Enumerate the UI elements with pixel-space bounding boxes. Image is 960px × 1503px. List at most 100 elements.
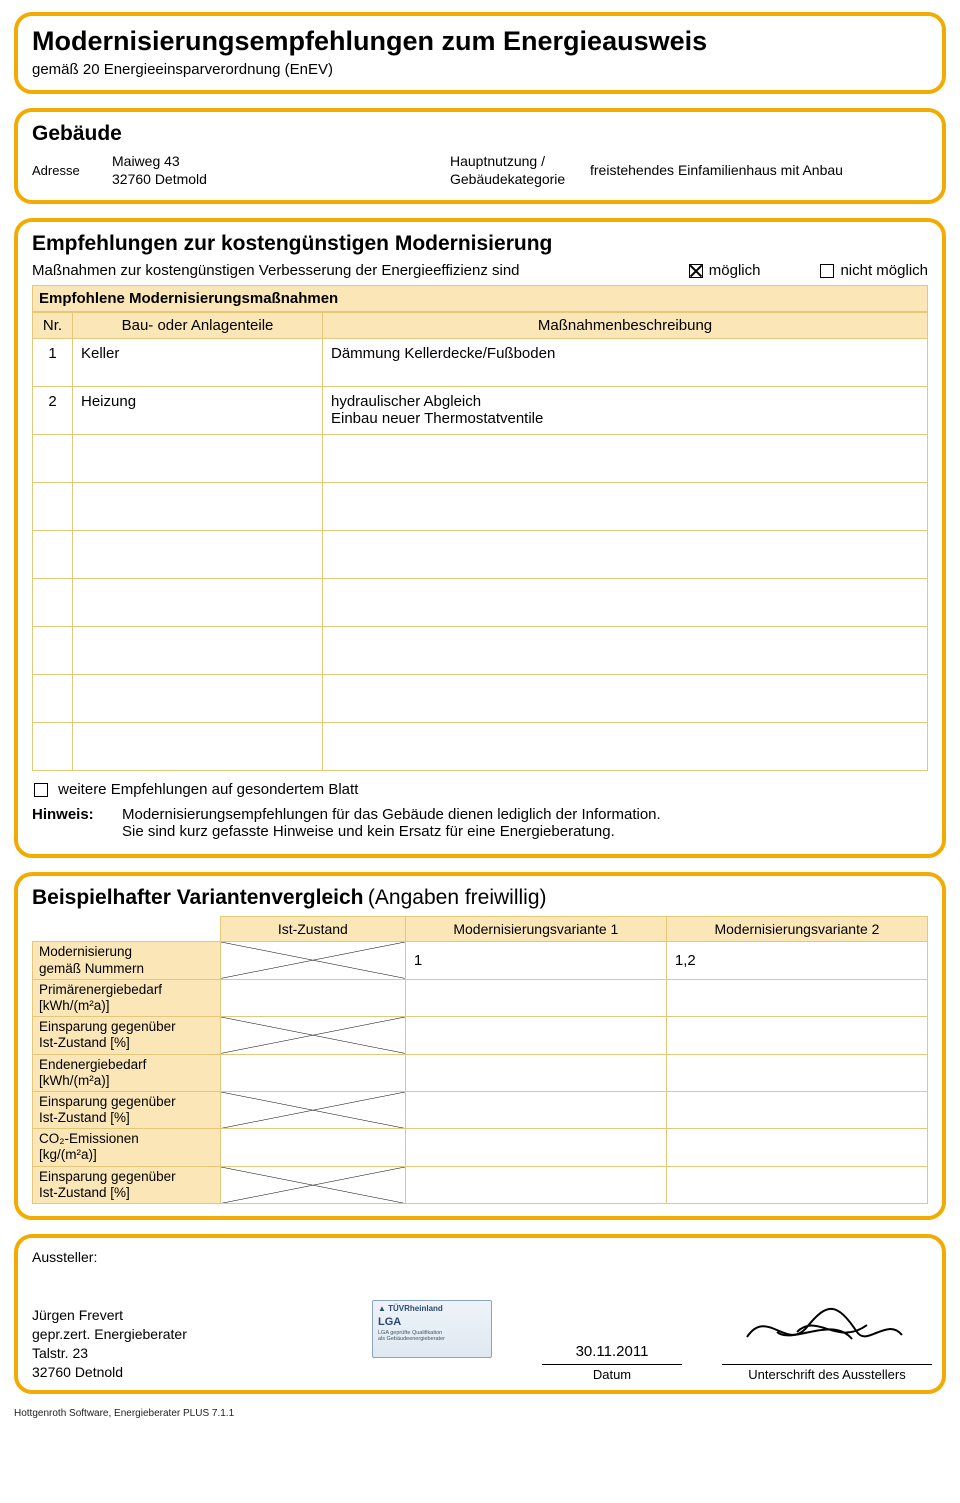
measures-table: Nr. Bau- oder Anlagenteile Maßnahmenbesc… <box>32 312 928 771</box>
table-row: 2Heizunghydraulischer AbgleichEinbau neu… <box>33 387 928 435</box>
cell-nr <box>33 675 73 723</box>
cell-v2 <box>666 1166 927 1203</box>
signature-icon <box>737 1297 917 1357</box>
table-row: Primärenergiebedarf[kWh/(m²a)] <box>33 979 928 1016</box>
cell-ist <box>220 1054 405 1091</box>
cell-v1 <box>405 979 666 1016</box>
checkbox-not-possible[interactable] <box>820 264 834 278</box>
cell-ist <box>220 1129 405 1166</box>
cell-part: Keller <box>73 339 323 387</box>
recommendations-heading: Empfehlungen zur kostengünstigen Moderni… <box>32 232 928 256</box>
recommendations-panel: Empfehlungen zur kostengünstigen Moderni… <box>14 218 946 858</box>
usage-value: freistehendes Einfamilienhaus mit Anbau <box>590 161 928 179</box>
cell-desc <box>323 675 928 723</box>
address-label: Adresse <box>32 163 112 178</box>
cell-nr <box>33 627 73 675</box>
possibility-row: Maßnahmen zur kostengünstigen Verbesseru… <box>32 262 928 279</box>
cell-part <box>73 531 323 579</box>
cell-ist <box>220 979 405 1016</box>
date-label: Datum <box>542 1364 682 1382</box>
issuer-panel: Aussteller: Jürgen Frevert gepr.zert. En… <box>14 1234 946 1394</box>
cell-desc: hydraulischer AbgleichEinbau neuer Therm… <box>323 387 928 435</box>
col-part: Bau- oder Anlagenteile <box>73 313 323 339</box>
cell-v1 <box>405 1054 666 1091</box>
footer-text: Hottgenroth Software, Energieberater PLU… <box>14 1408 946 1419</box>
date-block: 30.11.2011 Datum <box>542 1343 682 1382</box>
checkbox-possible[interactable] <box>689 264 703 278</box>
table-row: 1KellerDämmung Kellerdecke/Fußboden <box>33 339 928 387</box>
table-row: Einsparung gegenüberIst-Zustand [%] <box>33 1166 928 1203</box>
cell-nr <box>33 483 73 531</box>
signature-block: Unterschrift des Ausstellers <box>722 1297 932 1382</box>
hint-row: Hinweis: Modernisierungsempfehlungen für… <box>32 806 928 840</box>
cell-nr <box>33 531 73 579</box>
table-row: Modernisierunggemäß Nummern 11,2 <box>33 942 928 979</box>
cell-v2 <box>666 1091 927 1128</box>
table-row: CO₂-Emissionen[kg/(m²a)] <box>33 1129 928 1166</box>
col-v1: Modernisierungsvariante 1 <box>405 917 666 942</box>
cell-v2: 1,2 <box>666 942 927 979</box>
col-desc: Maßnahmenbeschreibung <box>323 313 928 339</box>
cell-desc <box>323 435 928 483</box>
measures-subheading: Empfohlene Modernisierungsmaßnahmen <box>32 285 928 312</box>
hint-label: Hinweis: <box>32 806 122 840</box>
cell-ist <box>220 1091 405 1128</box>
cell-part <box>73 723 323 771</box>
cell-part <box>73 627 323 675</box>
cell-v2 <box>666 979 927 1016</box>
cell-v1 <box>405 1129 666 1166</box>
variant-row-label: Einsparung gegenüberIst-Zustand [%] <box>33 1017 221 1054</box>
checkbox-further[interactable] <box>34 783 48 797</box>
table-row: Einsparung gegenüberIst-Zustand [%] <box>33 1017 928 1054</box>
cell-ist <box>220 1166 405 1203</box>
table-row <box>33 579 928 627</box>
cell-v1: 1 <box>405 942 666 979</box>
building-panel: Gebäude Adresse Maiweg 43 32760 Detmold … <box>14 108 946 204</box>
issuer-details: Jürgen Frevert gepr.zert. Energieberater… <box>32 1306 332 1382</box>
cell-v2 <box>666 1017 927 1054</box>
building-heading: Gebäude <box>32 122 928 146</box>
cell-nr <box>33 435 73 483</box>
variant-row-label: Einsparung gegenüberIst-Zustand [%] <box>33 1166 221 1203</box>
cell-part: Heizung <box>73 387 323 435</box>
cell-nr: 1 <box>33 339 73 387</box>
stamp: ▲ TÜVRheinland LGA LGA geprüfte Qualifik… <box>372 1300 502 1358</box>
cell-v1 <box>405 1017 666 1054</box>
cell-part <box>73 435 323 483</box>
variants-panel: Beispielhafter Variantenvergleich (Angab… <box>14 872 946 1220</box>
cell-v1 <box>405 1091 666 1128</box>
usage-label: Hauptnutzung / Gebäudekategorie <box>450 152 590 188</box>
cell-part <box>73 483 323 531</box>
page-title: Modernisierungsempfehlungen zum Energiea… <box>32 26 928 57</box>
header-panel: Modernisierungsempfehlungen zum Energiea… <box>14 12 946 94</box>
cell-part <box>73 675 323 723</box>
table-row <box>33 531 928 579</box>
cell-desc <box>323 627 928 675</box>
cell-v2 <box>666 1054 927 1091</box>
table-row <box>33 627 928 675</box>
table-row: Einsparung gegenüberIst-Zustand [%] <box>33 1091 928 1128</box>
variant-row-label: CO₂-Emissionen[kg/(m²a)] <box>33 1129 221 1166</box>
cell-desc: Dämmung Kellerdecke/Fußboden <box>323 339 928 387</box>
table-row <box>33 675 928 723</box>
signature-label: Unterschrift des Ausstellers <box>722 1364 932 1382</box>
cell-desc <box>323 531 928 579</box>
cell-v1 <box>405 1166 666 1203</box>
cell-part <box>73 579 323 627</box>
col-ist: Ist-Zustand <box>220 917 405 942</box>
variants-table: Ist-Zustand Modernisierungsvariante 1 Mo… <box>32 916 928 1204</box>
cell-desc <box>323 483 928 531</box>
col-v2: Modernisierungsvariante 2 <box>666 917 927 942</box>
variants-heading: Beispielhafter Variantenvergleich <box>32 886 363 909</box>
table-row <box>33 435 928 483</box>
table-row: Endenergiebedarf[kWh/(m²a)] <box>33 1054 928 1091</box>
cell-ist <box>220 942 405 979</box>
variant-row-label: Einsparung gegenüberIst-Zustand [%] <box>33 1091 221 1128</box>
variant-row-label: Modernisierunggemäß Nummern <box>33 942 221 979</box>
cell-nr: 2 <box>33 387 73 435</box>
issuer-label: Aussteller: <box>32 1248 928 1267</box>
hint-text: Modernisierungsempfehlungen für das Gebä… <box>122 806 928 840</box>
further-row: weitere Empfehlungen auf gesondertem Bla… <box>34 781 928 798</box>
variant-row-label: Primärenergiebedarf[kWh/(m²a)] <box>33 979 221 1016</box>
cell-v2 <box>666 1129 927 1166</box>
